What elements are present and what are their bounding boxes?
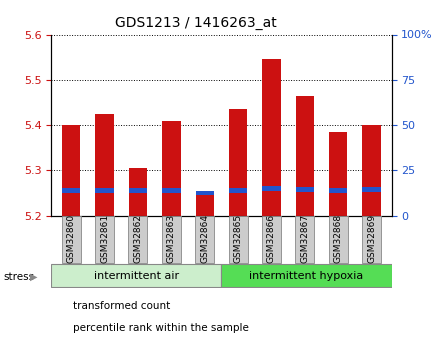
Bar bbox=[195, 191, 214, 195]
FancyBboxPatch shape bbox=[222, 265, 392, 287]
Text: percentile rank within the sample: percentile rank within the sample bbox=[73, 323, 249, 333]
Bar bbox=[195, 195, 214, 216]
FancyBboxPatch shape bbox=[51, 265, 222, 287]
FancyBboxPatch shape bbox=[262, 216, 281, 264]
Text: GSM32864: GSM32864 bbox=[200, 214, 209, 263]
FancyBboxPatch shape bbox=[295, 216, 314, 264]
Text: transformed count: transformed count bbox=[73, 302, 171, 311]
Bar bbox=[62, 125, 81, 216]
Text: intermittent air: intermittent air bbox=[94, 271, 179, 280]
Text: GSM32869: GSM32869 bbox=[367, 214, 376, 263]
Bar bbox=[329, 188, 348, 193]
Text: intermittent hypoxia: intermittent hypoxia bbox=[249, 271, 364, 280]
Text: ▶: ▶ bbox=[30, 272, 38, 282]
Text: GDS1213 / 1416263_at: GDS1213 / 1416263_at bbox=[115, 16, 277, 30]
Text: GSM32867: GSM32867 bbox=[300, 214, 309, 263]
FancyBboxPatch shape bbox=[229, 216, 247, 264]
Bar bbox=[162, 188, 181, 193]
FancyBboxPatch shape bbox=[62, 216, 81, 264]
FancyBboxPatch shape bbox=[162, 216, 181, 264]
Bar bbox=[62, 188, 81, 193]
Bar bbox=[229, 109, 247, 216]
Text: GSM32862: GSM32862 bbox=[134, 214, 142, 263]
Bar bbox=[95, 114, 114, 216]
Bar bbox=[329, 132, 348, 216]
Bar bbox=[129, 168, 147, 216]
Bar bbox=[162, 120, 181, 216]
Text: GSM32861: GSM32861 bbox=[100, 214, 109, 263]
Text: GSM32860: GSM32860 bbox=[67, 214, 76, 263]
Text: GSM32868: GSM32868 bbox=[334, 214, 343, 263]
Bar bbox=[229, 188, 247, 193]
FancyBboxPatch shape bbox=[129, 216, 147, 264]
Text: GSM32863: GSM32863 bbox=[167, 214, 176, 263]
Bar bbox=[362, 187, 381, 191]
Bar bbox=[295, 187, 314, 191]
FancyBboxPatch shape bbox=[95, 216, 114, 264]
FancyBboxPatch shape bbox=[195, 216, 214, 264]
Text: GSM32866: GSM32866 bbox=[267, 214, 276, 263]
Bar bbox=[262, 59, 281, 216]
Bar bbox=[262, 186, 281, 191]
FancyBboxPatch shape bbox=[329, 216, 348, 264]
Text: GSM32865: GSM32865 bbox=[234, 214, 243, 263]
Bar bbox=[295, 96, 314, 216]
Bar bbox=[129, 188, 147, 193]
Bar bbox=[362, 125, 381, 216]
Bar bbox=[95, 188, 114, 193]
FancyBboxPatch shape bbox=[362, 216, 381, 264]
Text: stress: stress bbox=[4, 272, 35, 282]
